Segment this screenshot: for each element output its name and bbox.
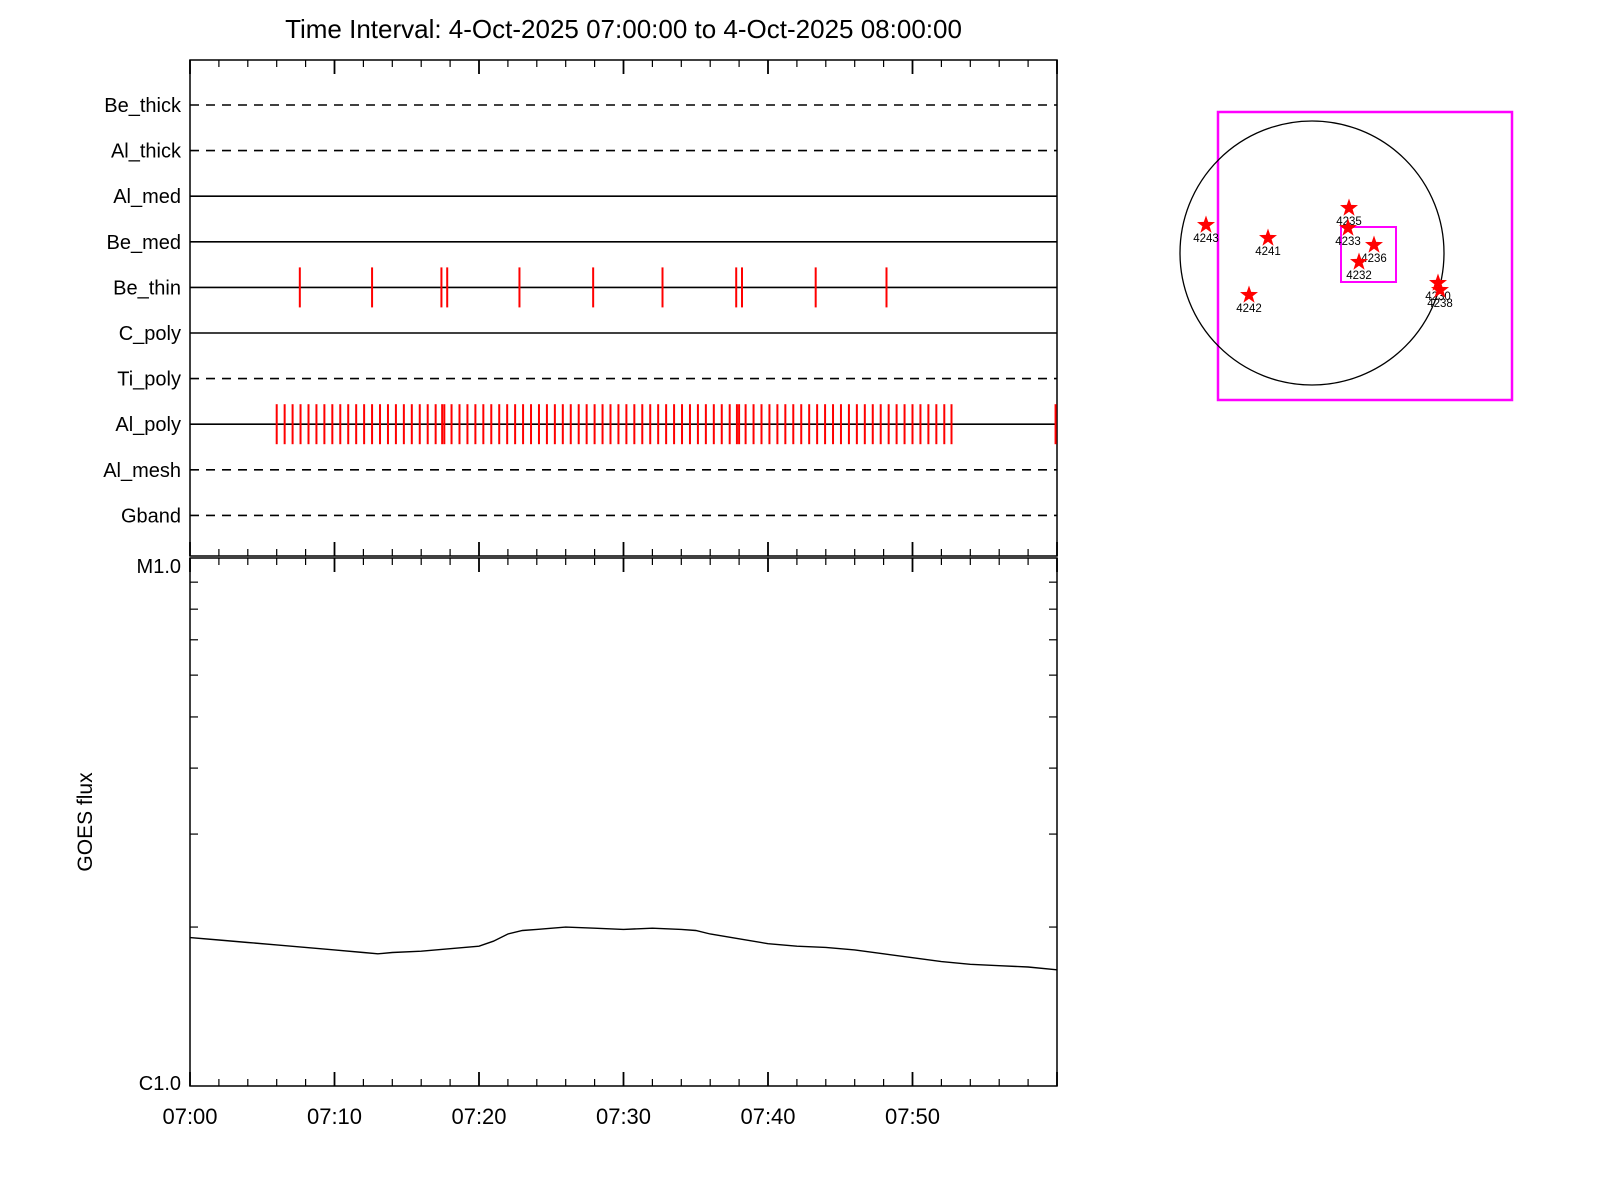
goes-y-top-label: M1.0 [137,556,181,578]
region-star-4241 [1259,228,1277,246]
region-label-4242: 4242 [1236,303,1262,315]
channel-label-Al_med: Al_med [113,186,181,208]
goes-x-tick-label: 07:40 [740,1104,795,1129]
goes-x-tick-label: 07:00 [162,1104,217,1129]
channel-label-Be_thin: Be_thin [113,277,181,299]
region-star-4238 [1431,280,1449,298]
channel-label-Al_thick: Al_thick [111,141,182,163]
goes-ylabel: GOES flux [74,772,97,872]
region-label-4238: 4238 [1427,298,1453,310]
timeline-panel-border [189,59,1058,557]
channel-label-Ti_poly: Ti_poly [117,369,181,391]
channel-label-C_poly: C_poly [119,323,181,345]
map-border [1216,110,1514,402]
region-star-4242 [1240,285,1258,303]
region-label-4236: 4236 [1361,253,1387,265]
goes-x-tick-label: 07:50 [885,1104,940,1129]
region-label-4232: 4232 [1346,270,1372,282]
channel-label-Be_med: Be_med [107,232,182,254]
goes-x-tick-label: 07:20 [451,1104,506,1129]
plot-title: Time Interval: 4-Oct-2025 07:00:00 to 4-… [285,14,962,44]
region-star-4235 [1340,198,1358,216]
channel-label-Gband: Gband [121,505,181,527]
goes-panel-border [189,557,1058,1087]
region-star-4236 [1365,235,1383,253]
exposure-and-goes-plot: Be_thick Al_thick Al_med Be_med Be_thin C_pol… [74,59,1058,1129]
solar-disk-map: 424342414235423342364232424242304238 [1179,110,1514,402]
channel-label-Al_poly: Al_poly [115,414,181,436]
region-star-4243 [1197,215,1215,233]
region-label-4243: 4243 [1193,233,1219,245]
region-star-4233 [1339,218,1357,236]
region-star-4230 [1429,273,1447,291]
solar-limb [1179,120,1445,386]
channel-label-Al_mesh: Al_mesh [103,460,181,482]
fov-box [1340,226,1397,283]
region-label-4241: 4241 [1255,246,1281,258]
channel-label-Be_thick: Be_thick [104,95,182,117]
goes-x-tick-label: 07:30 [596,1104,651,1129]
region-label-4233: 4233 [1335,236,1361,248]
goes-x-tick-label: 07:10 [307,1104,362,1129]
goes-y-bottom-label: C1.0 [139,1073,181,1095]
region-star-4232 [1350,252,1368,270]
goes-flux-curve [189,926,1058,971]
